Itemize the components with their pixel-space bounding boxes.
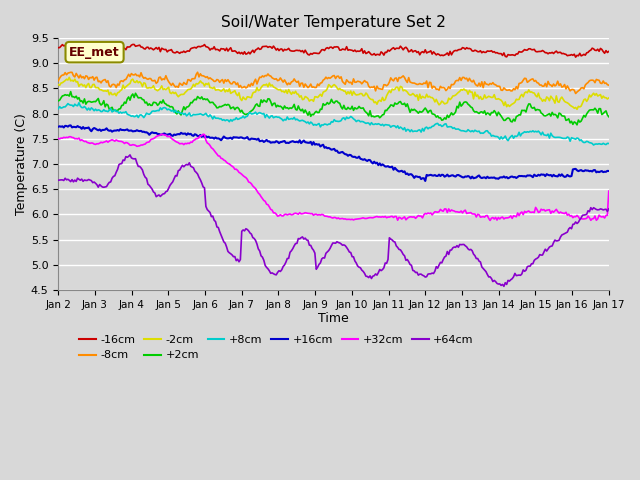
-8cm bbox=[605, 82, 612, 88]
+64cm bbox=[605, 206, 612, 212]
Line: -2cm: -2cm bbox=[58, 77, 609, 109]
+8cm bbox=[274, 114, 282, 120]
-16cm bbox=[572, 54, 579, 60]
+2cm bbox=[67, 89, 74, 95]
-2cm bbox=[605, 95, 612, 101]
+8cm bbox=[589, 142, 597, 148]
-16cm bbox=[122, 47, 130, 52]
+2cm bbox=[402, 104, 410, 109]
Text: EE_met: EE_met bbox=[69, 46, 120, 59]
-8cm bbox=[120, 77, 128, 83]
Legend: -16cm, -8cm, -2cm, +2cm, +8cm, +16cm, +32cm, +64cm: -16cm, -8cm, -2cm, +2cm, +8cm, +16cm, +3… bbox=[75, 330, 478, 365]
Line: +16cm: +16cm bbox=[58, 125, 609, 181]
-16cm bbox=[54, 45, 62, 50]
-2cm bbox=[274, 86, 282, 92]
-2cm bbox=[54, 82, 62, 87]
+2cm bbox=[605, 114, 612, 120]
-8cm bbox=[402, 78, 410, 84]
-16cm bbox=[235, 49, 243, 55]
+2cm bbox=[122, 100, 130, 106]
-8cm bbox=[54, 78, 62, 84]
-16cm bbox=[402, 44, 410, 50]
X-axis label: Time: Time bbox=[318, 312, 349, 325]
-16cm bbox=[605, 48, 612, 54]
+16cm bbox=[274, 139, 282, 144]
-2cm bbox=[65, 74, 73, 80]
+8cm bbox=[402, 128, 410, 134]
-8cm bbox=[274, 78, 282, 84]
-8cm bbox=[453, 77, 461, 83]
Line: +64cm: +64cm bbox=[58, 155, 609, 286]
+2cm bbox=[274, 102, 282, 108]
+32cm bbox=[158, 132, 166, 137]
+64cm bbox=[500, 283, 508, 289]
+64cm bbox=[453, 243, 461, 249]
Line: -16cm: -16cm bbox=[58, 43, 609, 57]
+64cm bbox=[54, 177, 62, 183]
+32cm bbox=[120, 141, 128, 146]
+64cm bbox=[402, 257, 410, 263]
+16cm bbox=[458, 174, 465, 180]
-16cm bbox=[453, 48, 461, 54]
+2cm bbox=[54, 98, 62, 104]
+32cm bbox=[235, 169, 243, 175]
-16cm bbox=[274, 46, 282, 51]
+64cm bbox=[274, 270, 282, 276]
+64cm bbox=[235, 259, 243, 264]
-8cm bbox=[572, 91, 579, 96]
Line: +32cm: +32cm bbox=[58, 134, 609, 220]
+32cm bbox=[456, 209, 463, 215]
+32cm bbox=[274, 213, 282, 219]
+64cm bbox=[126, 152, 134, 158]
-16cm bbox=[456, 47, 463, 52]
-16cm bbox=[63, 40, 70, 46]
+8cm bbox=[122, 109, 130, 115]
-2cm bbox=[402, 88, 410, 94]
+16cm bbox=[54, 124, 62, 130]
+64cm bbox=[120, 157, 128, 163]
+16cm bbox=[67, 122, 74, 128]
+8cm bbox=[54, 106, 62, 112]
+8cm bbox=[453, 126, 461, 132]
+16cm bbox=[235, 135, 243, 141]
-8cm bbox=[235, 84, 243, 90]
+2cm bbox=[235, 106, 243, 112]
+2cm bbox=[456, 99, 463, 105]
+8cm bbox=[456, 127, 463, 133]
+32cm bbox=[54, 135, 62, 141]
-2cm bbox=[453, 91, 461, 96]
+16cm bbox=[421, 178, 429, 184]
Y-axis label: Temperature (C): Temperature (C) bbox=[15, 113, 28, 215]
+32cm bbox=[605, 188, 612, 194]
+32cm bbox=[402, 217, 410, 223]
-2cm bbox=[235, 90, 243, 96]
+8cm bbox=[235, 116, 243, 122]
Line: +2cm: +2cm bbox=[58, 92, 609, 125]
-8cm bbox=[456, 75, 463, 81]
+8cm bbox=[75, 100, 83, 106]
+16cm bbox=[402, 171, 410, 177]
+16cm bbox=[122, 127, 130, 133]
Title: Soil/Water Temperature Set 2: Soil/Water Temperature Set 2 bbox=[221, 15, 446, 30]
Line: -8cm: -8cm bbox=[58, 72, 609, 94]
+16cm bbox=[605, 168, 612, 174]
+8cm bbox=[605, 141, 612, 146]
+16cm bbox=[454, 172, 462, 178]
+2cm bbox=[573, 122, 581, 128]
-8cm bbox=[194, 70, 202, 75]
-2cm bbox=[456, 88, 463, 94]
Line: +8cm: +8cm bbox=[58, 103, 609, 145]
-2cm bbox=[122, 84, 130, 90]
-2cm bbox=[573, 107, 581, 112]
+2cm bbox=[453, 104, 461, 109]
+64cm bbox=[456, 241, 463, 247]
+32cm bbox=[486, 217, 494, 223]
+32cm bbox=[453, 209, 461, 215]
